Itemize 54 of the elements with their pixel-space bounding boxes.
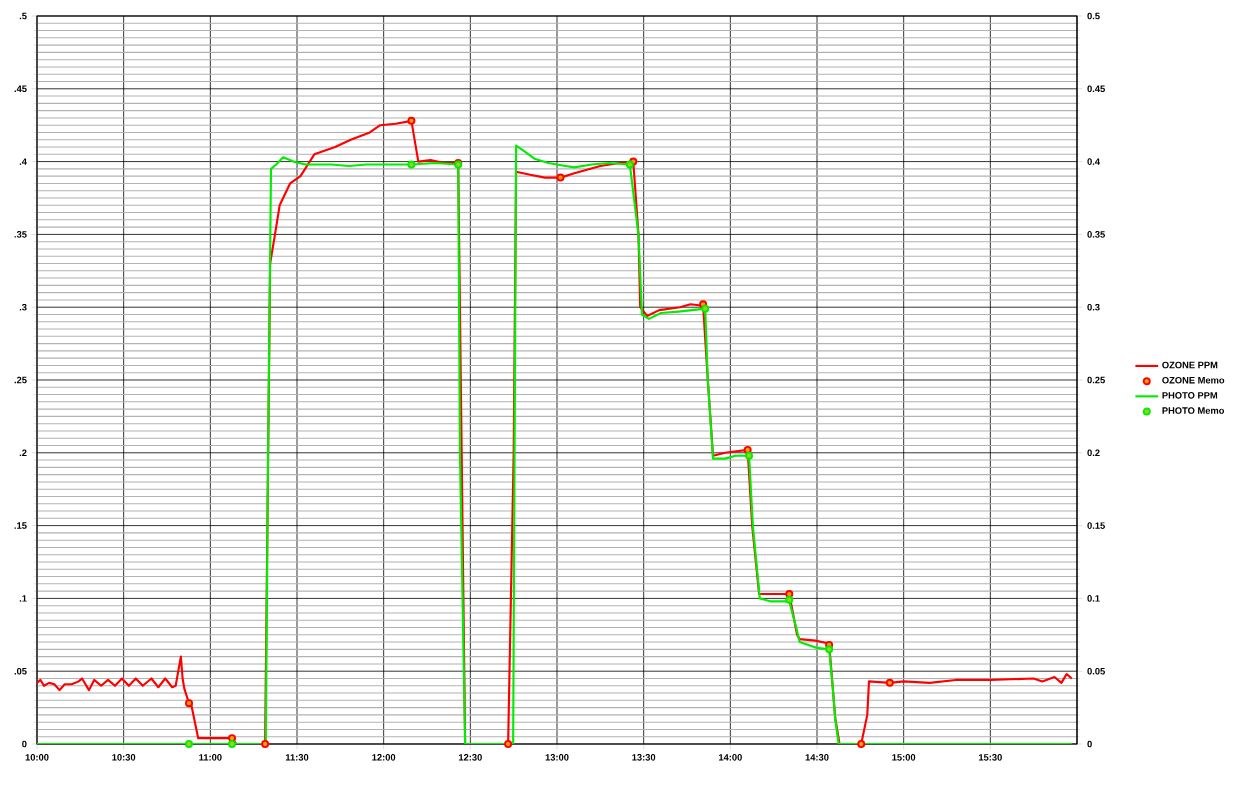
- y-tick-label: 0: [22, 740, 27, 748]
- x-tick-label: 15:00: [892, 754, 916, 761]
- x-tick-label: 15:30: [978, 754, 1002, 761]
- y2-tick-label: 0.05: [1087, 667, 1105, 675]
- x-tick-label: 11:00: [199, 754, 222, 761]
- point: [227, 740, 237, 749]
- point: [625, 160, 634, 169]
- point: [825, 645, 834, 654]
- y-tick-label: .5: [19, 12, 27, 20]
- y-tick-label: .3: [19, 303, 27, 311]
- point: [504, 740, 513, 749]
- y2-tick-label: 0.4: [1087, 158, 1100, 165]
- point: [407, 116, 416, 125]
- y2-tick-label: 0.5: [1087, 12, 1100, 20]
- point: [185, 699, 194, 708]
- y-tick-label: .15: [14, 522, 27, 529]
- x-tick-label: 11:30: [285, 754, 309, 761]
- x-tick-label: 13:30: [632, 754, 656, 761]
- point: [701, 304, 710, 313]
- y2-tick-label: 0.3: [1087, 303, 1100, 311]
- y-tick-label: .2: [19, 449, 27, 457]
- x-tick-label: 12:00: [372, 754, 396, 761]
- legend-label: OZONE PPM: [1162, 361, 1218, 369]
- y-tick-label: .05: [14, 667, 27, 675]
- x-tick-label: 14:30: [805, 754, 829, 761]
- y2-tick-label: 0.25: [1087, 376, 1105, 384]
- y2-tick-label: 0: [1087, 740, 1092, 748]
- y2-tick-label: 0.2: [1087, 449, 1100, 457]
- point: [745, 451, 754, 460]
- y2-tick-label: 0.35: [1087, 231, 1105, 238]
- legend-label: OZONE Memo: [1162, 376, 1225, 384]
- y-tick-label: .45: [14, 85, 27, 93]
- y2-tick-label: 0.1: [1087, 595, 1100, 602]
- point: [885, 678, 894, 687]
- x-tick-label: 12:30: [458, 754, 482, 761]
- point: [857, 740, 866, 749]
- x-tick-label: 13:00: [545, 754, 569, 761]
- y-tick-label: .1: [19, 595, 27, 602]
- y2-tick-label: 0.15: [1087, 522, 1105, 529]
- legend-label: PHOTO Memo: [1162, 407, 1225, 414]
- point: [407, 160, 416, 169]
- point: [743, 445, 752, 454]
- y-tick-label: .4: [19, 158, 27, 165]
- point: [556, 173, 565, 182]
- point: [261, 740, 270, 749]
- x-tick-label: 10:00: [25, 754, 49, 761]
- y-tick-label: .25: [14, 376, 27, 384]
- y-tick-label: .35: [14, 231, 27, 238]
- point: [185, 740, 194, 749]
- legend-label: PHOTO PPM: [1162, 392, 1218, 399]
- x-tick-label: 10:30: [112, 754, 136, 761]
- x-tick-label: 14:00: [718, 754, 742, 761]
- y2-tick-label: 0.45: [1087, 85, 1105, 93]
- point: [785, 595, 794, 604]
